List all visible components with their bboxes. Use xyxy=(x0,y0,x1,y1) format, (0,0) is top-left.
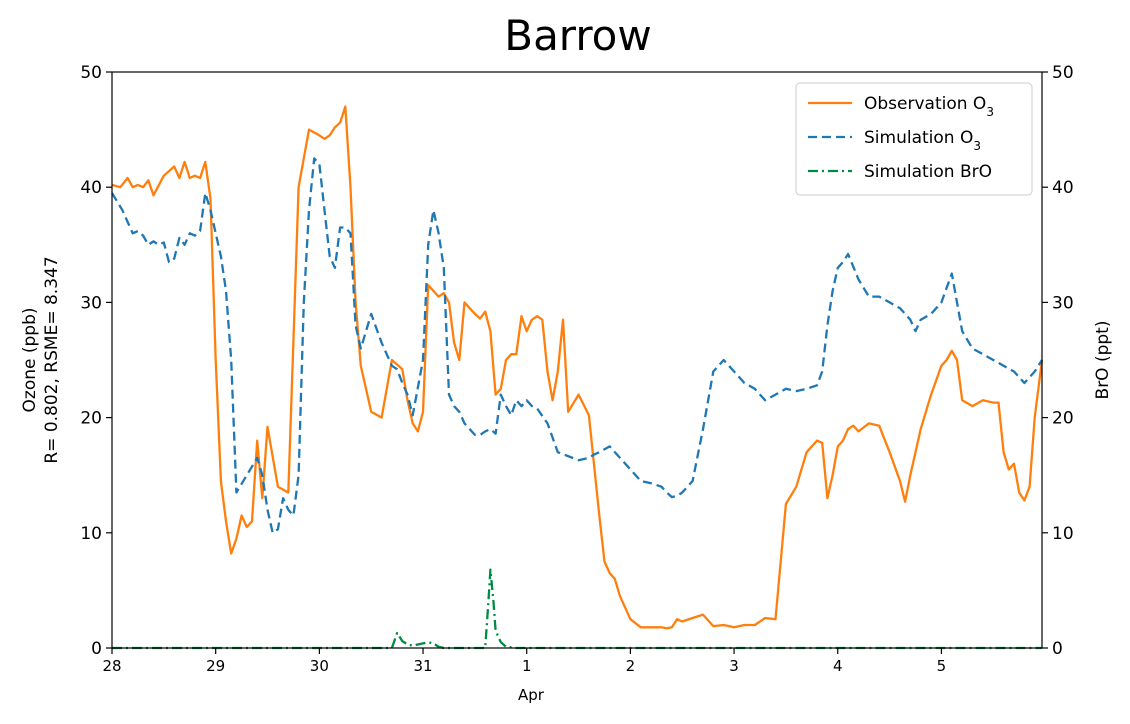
y-axis-label-left: Ozone (ppb) xyxy=(20,308,40,413)
legend-label-2: Simulation BrO xyxy=(864,162,992,182)
x-tick-label: 31 xyxy=(413,657,432,675)
series-line-2 xyxy=(112,570,1042,648)
x-tick-label: 1 xyxy=(522,657,532,675)
x-tick-label: 29 xyxy=(206,657,225,675)
x-tick-label: 2 xyxy=(626,657,636,675)
x-tick-label: 5 xyxy=(937,657,947,675)
y-axis-label-right: BrO (ppt) xyxy=(1093,321,1113,400)
y-axis-label-stats: R= 0.802, RSME= 8.347 xyxy=(42,256,62,463)
y-tick-label-right: 30 xyxy=(1052,293,1074,313)
y-tick-label-left: 0 xyxy=(91,639,102,659)
y-tick-label-left: 30 xyxy=(80,293,102,313)
chart-title: Barrow xyxy=(504,11,651,60)
y-tick-label-right: 20 xyxy=(1052,409,1074,429)
series-line-1 xyxy=(112,158,1042,532)
x-tick-label: 28 xyxy=(102,657,121,675)
y-axis-right-ticks: 0 10 20 30 40 50 xyxy=(1042,63,1074,659)
x-axis-label: Apr xyxy=(518,686,545,704)
y-axis-left-ticks: 0 10 20 30 40 50 xyxy=(80,63,112,659)
y-tick-label-left: 10 xyxy=(80,524,102,544)
x-tick-label: 30 xyxy=(310,657,329,675)
y-tick-label-right: 0 xyxy=(1052,639,1063,659)
x-tick-label: 4 xyxy=(833,657,843,675)
x-axis-ticks: 28 29 30 31 1 2 3 4 5 xyxy=(102,648,946,675)
x-tick-label: 3 xyxy=(729,657,739,675)
y-tick-label-right: 10 xyxy=(1052,524,1074,544)
y-tick-label-left: 40 xyxy=(80,178,102,198)
y-tick-label-left: 50 xyxy=(80,63,102,83)
y-tick-label-right: 40 xyxy=(1052,178,1074,198)
y-tick-label-right: 50 xyxy=(1052,63,1074,83)
y-tick-label-left: 20 xyxy=(80,409,102,429)
